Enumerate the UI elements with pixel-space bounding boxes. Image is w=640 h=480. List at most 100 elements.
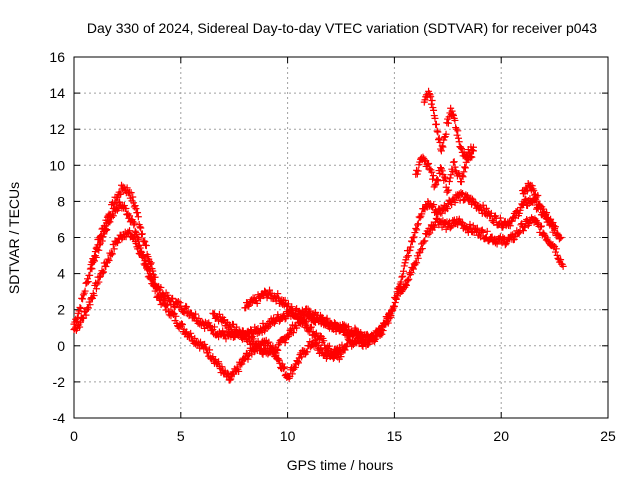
data-point: [174, 298, 182, 306]
data-point: [134, 209, 142, 217]
data-point: [459, 173, 467, 181]
data-point: [451, 199, 459, 207]
data-point: [441, 219, 449, 227]
data-point: [91, 252, 99, 260]
data-point: [431, 223, 439, 231]
data-point: [164, 291, 172, 299]
data-point: [452, 125, 460, 133]
data-point: [439, 143, 447, 151]
data-point: [98, 237, 106, 245]
data-point: [370, 337, 378, 345]
data-point: [88, 265, 96, 273]
data-point: [157, 284, 165, 292]
data-point: [332, 327, 340, 335]
data-point: [93, 245, 101, 253]
data-point: [461, 163, 469, 171]
data-point: [549, 219, 557, 227]
data-point: [170, 303, 178, 311]
data-point: [501, 241, 509, 249]
data-point: [282, 314, 290, 322]
data-point: [519, 227, 527, 235]
data-point: [255, 341, 263, 349]
data-point: [114, 239, 122, 247]
data-point: [413, 170, 421, 178]
data-point: [108, 249, 116, 257]
data-point: [338, 341, 346, 349]
data-point: [457, 178, 465, 186]
data-point: [358, 333, 366, 341]
data-point: [496, 214, 504, 222]
data-point: [371, 337, 379, 345]
data-point: [341, 346, 349, 354]
data-point: [528, 182, 536, 190]
data-point: [90, 256, 98, 264]
data-point: [95, 278, 103, 286]
data-point: [96, 232, 104, 240]
data-point: [425, 159, 433, 167]
y-tick-label: 14: [49, 85, 65, 101]
data-point: [431, 181, 439, 189]
data-point: [413, 166, 421, 174]
y-tick-label: 4: [57, 266, 65, 282]
data-point: [330, 352, 338, 360]
data-point: [100, 227, 108, 235]
data-point: [224, 371, 232, 379]
data-point: [542, 210, 550, 218]
data-point: [551, 224, 559, 232]
data-point: [351, 327, 359, 335]
data-point: [454, 134, 462, 142]
data-point: [113, 194, 121, 202]
data-point: [273, 293, 281, 301]
data-point: [180, 309, 188, 317]
data-point: [469, 147, 477, 155]
data-point: [348, 342, 356, 350]
data-point: [107, 210, 115, 218]
data-point: [183, 303, 191, 311]
x-tick-label: 10: [280, 428, 296, 444]
y-tick-label: 10: [49, 157, 65, 173]
data-point: [435, 134, 443, 142]
data-point: [407, 243, 415, 251]
data-point: [515, 209, 523, 217]
data-point: [138, 248, 146, 256]
data-point: [400, 262, 408, 270]
data-point: [482, 204, 490, 212]
data-point: [253, 299, 261, 307]
data-point: [428, 97, 436, 105]
data-point: [110, 200, 118, 208]
data-point: [463, 154, 471, 162]
data-point: [105, 256, 113, 264]
data-point: [552, 245, 560, 253]
data-point: [235, 367, 243, 375]
data-point: [320, 337, 328, 345]
data-point: [108, 250, 116, 258]
x-tick-label: 15: [387, 428, 403, 444]
data-point: [281, 315, 289, 323]
data-point: [90, 291, 98, 299]
data-point: [515, 229, 523, 237]
data-point: [131, 202, 139, 210]
data-point: [421, 156, 429, 164]
data-point: [374, 327, 382, 335]
data-point: [466, 220, 474, 228]
data-point: [245, 352, 253, 360]
data-point: [215, 358, 223, 366]
data-point: [451, 116, 459, 124]
data-point: [413, 259, 421, 267]
data-point: [553, 251, 561, 259]
y-tick-label: 6: [57, 230, 65, 246]
data-point: [387, 312, 395, 320]
data-point: [388, 307, 396, 315]
data-point: [483, 227, 491, 235]
data-point: [178, 321, 186, 329]
data-point: [149, 279, 157, 287]
data-point: [187, 329, 195, 337]
data-point: [202, 345, 210, 353]
data-point: [461, 164, 469, 172]
data-point: [390, 302, 398, 310]
data-point: [103, 219, 111, 227]
data-point: [284, 331, 292, 339]
data-point: [398, 273, 406, 281]
data-point: [381, 321, 389, 329]
data-point: [424, 230, 432, 238]
